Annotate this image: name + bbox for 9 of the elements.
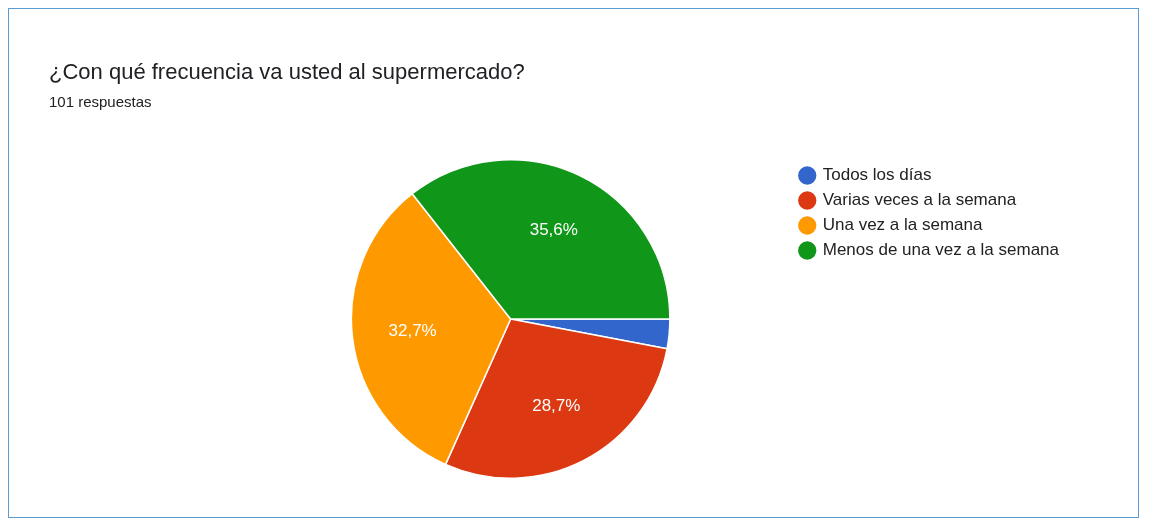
legend-label: Menos de una vez a la semana <box>822 240 1060 260</box>
legend-label: Varias veces a la semana <box>822 190 1017 210</box>
chart-title: ¿Con qué frecuencia va usted al supermercado? <box>49 59 525 85</box>
legend-label: Todos los días <box>822 165 932 185</box>
legend-label: Una vez a la semana <box>822 215 983 235</box>
text: 101 respuestas <box>49 93 152 110</box>
data-label: 28,7% <box>532 396 581 416</box>
data-label: 35,6% <box>529 219 578 239</box>
data-label: 32,7% <box>388 320 437 340</box>
